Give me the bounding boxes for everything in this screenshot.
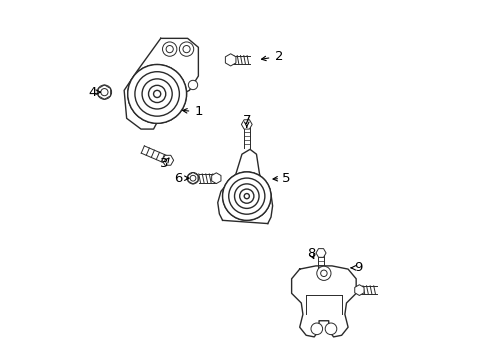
Circle shape (148, 85, 166, 103)
Circle shape (179, 42, 194, 56)
Circle shape (188, 80, 197, 90)
Circle shape (128, 64, 187, 123)
Text: 1: 1 (194, 105, 203, 118)
Text: 6: 6 (174, 172, 183, 185)
Circle shape (135, 72, 179, 116)
Polygon shape (316, 249, 326, 257)
Circle shape (142, 79, 172, 109)
Text: 3: 3 (160, 157, 169, 170)
Circle shape (240, 189, 254, 203)
Circle shape (222, 172, 271, 220)
Circle shape (153, 90, 161, 98)
Circle shape (244, 194, 249, 199)
Text: 4: 4 (88, 86, 97, 99)
Circle shape (187, 172, 199, 184)
Text: 5: 5 (282, 172, 291, 185)
Circle shape (235, 184, 259, 208)
Polygon shape (225, 54, 236, 66)
Polygon shape (212, 173, 221, 184)
Circle shape (317, 266, 331, 280)
Polygon shape (242, 120, 252, 129)
Polygon shape (355, 285, 364, 296)
Circle shape (311, 323, 322, 335)
Polygon shape (124, 39, 198, 129)
Circle shape (135, 72, 179, 116)
Circle shape (235, 184, 259, 208)
Circle shape (153, 90, 161, 98)
Text: 7: 7 (243, 114, 251, 127)
Circle shape (148, 85, 166, 103)
Circle shape (97, 85, 112, 99)
Text: 9: 9 (354, 261, 362, 274)
Circle shape (229, 178, 265, 214)
Circle shape (240, 189, 254, 203)
Circle shape (128, 64, 187, 123)
Polygon shape (162, 155, 173, 165)
Text: 8: 8 (307, 247, 316, 260)
Text: 2: 2 (275, 50, 283, 63)
Circle shape (142, 79, 172, 109)
Circle shape (163, 42, 177, 56)
Circle shape (325, 323, 337, 335)
Circle shape (229, 178, 265, 214)
Polygon shape (292, 266, 356, 337)
Circle shape (222, 172, 271, 220)
Circle shape (244, 194, 249, 199)
